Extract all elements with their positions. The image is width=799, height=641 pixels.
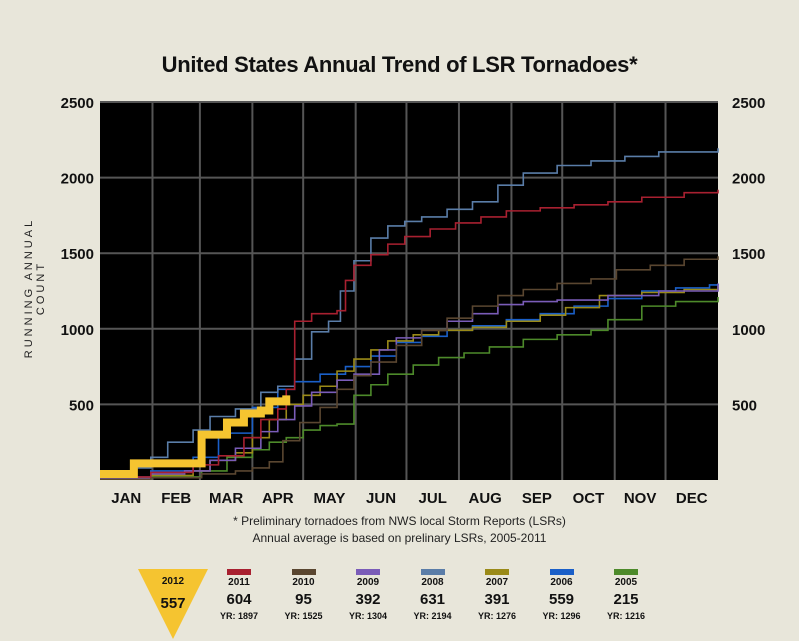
- legend-total-2010: YR: 1525: [284, 611, 323, 621]
- x-tick-nov: NOV: [624, 490, 657, 507]
- legend-item-2005: 2005 215 YR: 1216: [596, 565, 656, 621]
- x-tick-jul: JUL: [419, 490, 447, 507]
- y-tick-left-2000: 2000: [61, 171, 94, 188]
- legend-swatch-2009: [356, 569, 380, 575]
- y-tick-right-2000: 2000: [732, 171, 765, 188]
- legend-item-2006: 2006 559 YR: 1296: [532, 565, 592, 621]
- legend-swatch-2007: [485, 569, 509, 575]
- legend-swatch-2006: [549, 569, 574, 575]
- legend-ytd-2005: 215: [613, 591, 639, 608]
- y-tick-left-500: 500: [69, 397, 94, 414]
- series-line-2008: [100, 148, 719, 474]
- x-tick-dec: DEC: [676, 490, 708, 507]
- x-tick-feb: FEB: [161, 490, 191, 507]
- legend-ytd-2011: 604: [226, 591, 252, 608]
- legend-year-2010: 2010: [292, 577, 315, 588]
- current-year-triangle-icon: [138, 569, 208, 639]
- footnote-average: Annual average is based on prelinary LSR…: [252, 531, 547, 545]
- legend-year-2007: 2007: [485, 577, 509, 588]
- legend-swatch-2008: [420, 569, 445, 575]
- legend-item-2008: 2008 631 YR: 2194: [403, 565, 463, 621]
- y-tick-left-1500: 1500: [61, 246, 94, 263]
- legend-year-2009: 2009: [356, 577, 380, 588]
- legend-total-2006: YR: 1296: [542, 611, 581, 621]
- legend-item-2007: 2007 391 YR: 1276: [467, 565, 527, 621]
- x-tick-oct: OCT: [573, 490, 605, 507]
- legend-total-2009: YR: 1304: [348, 611, 388, 621]
- legend-current-year-label: 2012: [161, 576, 185, 587]
- legend-item-2009: 2009 392 YR: 1304: [338, 565, 398, 621]
- y-tick-right-500: 500: [732, 397, 757, 414]
- footnote: * Preliminary tornadoes from NWS local S…: [233, 514, 566, 528]
- y-tick-right-1000: 1000: [732, 322, 765, 339]
- legend-ytd-2006: 559: [548, 591, 575, 608]
- legend-current-year: 2012 557: [138, 569, 208, 639]
- legend-year-2008: 2008: [421, 577, 444, 588]
- legend-item-2010: 2010 95 YR: 1525: [274, 565, 334, 621]
- series-line-2012: [100, 395, 291, 478]
- legend-current-year-value: 557: [160, 595, 186, 612]
- y-tick-left-2500: 2500: [61, 95, 94, 112]
- legend-total-2008: YR: 2194: [413, 611, 452, 621]
- x-tick-sep: SEP: [522, 490, 552, 507]
- legend-ytd-2008: 631: [419, 591, 446, 608]
- x-tick-aug: AUG: [469, 490, 502, 507]
- x-tick-jun: JUN: [366, 490, 396, 507]
- y-tick-right-1500: 1500: [732, 246, 765, 263]
- legend-year-2011: 2011: [228, 577, 250, 588]
- x-tick-mar: MAR: [209, 490, 243, 507]
- legend-swatch-2005: [614, 569, 638, 575]
- series-line-2011: [100, 189, 719, 478]
- legend-total-2005: YR: 1216: [606, 611, 646, 621]
- x-tick-may: MAY: [313, 490, 345, 507]
- series-line-2010: [100, 256, 719, 481]
- legend-item-2011: 2011 604 YR: 1897: [209, 565, 269, 621]
- legend-total-2011: YR: 1897: [219, 611, 259, 621]
- legend-year-2006: 2006: [550, 577, 573, 588]
- legend-ytd-2010: 95: [295, 591, 312, 608]
- legend-swatch-2011: [227, 569, 251, 575]
- legend-ytd-2009: 392: [355, 591, 381, 608]
- y-tick-right-2500: 2500: [732, 95, 765, 112]
- series-line-2009: [100, 283, 719, 480]
- legend-total-2007: YR: 1276: [477, 611, 517, 621]
- legend-year-2005: 2005: [614, 577, 638, 588]
- legend-ytd-2007: 391: [484, 591, 510, 608]
- x-tick-jan: JAN: [111, 490, 141, 507]
- x-tick-apr: APR: [262, 490, 294, 507]
- legend-swatch-2010: [291, 569, 316, 575]
- chart-title: United States Annual Trend of LSR Tornad…: [161, 52, 638, 77]
- y-tick-left-1000: 1000: [61, 322, 94, 339]
